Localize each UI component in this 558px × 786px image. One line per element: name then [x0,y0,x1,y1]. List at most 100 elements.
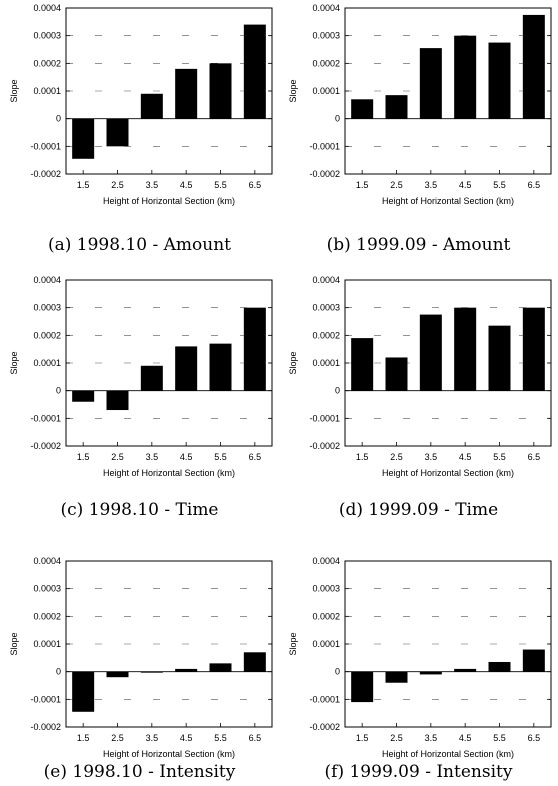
x-tick-label: 6.5 [528,180,541,190]
bar-chart-d: 0.0004 0.0003 0.0002 0.0001 0 -0.0001 -0.0002 1… [288,275,552,478]
y-tick-label: 0.0001 [312,358,340,368]
x-axis-label-b: Height of Horizontal Section (km) [382,196,514,206]
x-tick-label: 3.5 [425,180,438,190]
x-tick-label: 3.5 [425,733,438,743]
bar-a-6 [243,24,266,119]
x-tick-label: 3.5 [146,733,159,743]
x-tick-label: 6.5 [528,733,541,743]
y-tick-label: 0 [56,114,61,124]
bar-d-2 [385,357,408,391]
x-tick-label: 2.5 [390,180,403,190]
x-ticks-a: 1.5 2.5 3.5 4.5 5.5 6.5 [77,170,261,190]
bars-a [72,24,266,159]
y-tick-label: 0.0003 [33,584,61,594]
bar-f-3 [419,671,442,675]
x-ticks-e: 1.5 2.5 3.5 4.5 5.5 6.5 [77,723,261,743]
y-ticks-e: 0.0004 0.0003 0.0002 0.0001 0 -0.0001 -0.0002 [30,556,272,732]
x-tick-label: 6.5 [249,180,262,190]
x-tick-label: 5.5 [493,180,506,190]
bar-c-1 [72,390,95,402]
y-ticks-b: 0.0004 0.0003 0.0002 0.0001 0 -0.0001 -0.0002 [309,3,551,179]
bar-a-5 [209,63,232,119]
y-tick-label: 0.0004 [312,3,340,13]
caption-d: (d) 1999.09 - Time [338,500,499,520]
bars-f [351,649,545,703]
x-ticks-b: 1.5 2.5 3.5 4.5 5.5 6.5 [356,170,540,190]
x-tick-label: 3.5 [425,452,438,462]
y-tick-label: 0 [56,667,61,677]
x-tick-label: 2.5 [390,733,403,743]
y-tick-label: 0.0004 [33,556,61,566]
y-tick-label: 0 [335,386,340,396]
x-axis-label-e: Height of Horizontal Section (km) [103,749,235,759]
caption-c: (c) 1998.10 - Time [60,500,219,520]
y-tick-label: 0 [335,667,340,677]
y-axis-label-a: Slope [9,79,19,102]
y-axis-label-b: Slope [288,79,298,102]
y-tick-label: 0.0001 [33,358,61,368]
bar-e-4 [175,668,198,672]
x-tick-label: 4.5 [180,733,193,743]
bar-c-2 [106,390,129,411]
y-tick-label: 0.0004 [312,275,340,285]
grid-lines-e [66,588,272,700]
bar-c-5 [209,343,232,391]
bar-e-5 [209,663,232,672]
x-tick-label: 5.5 [493,452,506,462]
x-tick-label: 5.5 [214,180,227,190]
caption-b: (b) 1999.09 - Amount [326,235,511,255]
bar-chart-e: 0.0004 0.0003 0.0002 0.0001 0 -0.0001 -0.0002 1… [9,556,273,759]
x-tick-label: 6.5 [249,452,262,462]
y-tick-label: -0.0001 [30,141,61,151]
y-tick-label: -0.0002 [309,441,340,451]
y-ticks-a: 0.0004 0.0003 0.0002 0.0001 0 -0.0001 -0.0002 [30,3,272,179]
x-tick-label: 4.5 [180,452,193,462]
x-tick-label: 5.5 [493,733,506,743]
y-tick-label: 0.0003 [312,584,340,594]
y-tick-label: 0.0001 [312,86,340,96]
y-axis-label-f: Slope [288,632,298,655]
y-ticks-f: 0.0004 0.0003 0.0002 0.0001 0 -0.0001 -0.0002 [309,556,551,732]
y-tick-label: 0 [335,114,340,124]
x-tick-label: 1.5 [77,180,90,190]
y-tick-label: 0.0004 [33,3,61,13]
y-tick-label: -0.0002 [309,169,340,179]
x-tick-label: 1.5 [77,733,90,743]
y-axis-label-c: Slope [9,351,19,374]
y-tick-label: -0.0002 [30,441,61,451]
y-ticks-d: 0.0004 0.0003 0.0002 0.0001 0 -0.0001 -0.0002 [309,275,551,451]
x-tick-label: 2.5 [111,733,124,743]
y-tick-label: -0.0002 [30,169,61,179]
x-tick-label: 1.5 [77,452,90,462]
bar-d-1 [351,338,374,391]
bar-b-1 [351,99,374,119]
x-tick-label: 3.5 [146,180,159,190]
bar-d-3 [419,314,442,391]
bar-b-2 [385,95,408,119]
y-tick-label: -0.0001 [309,413,340,423]
bar-e-2 [106,671,129,678]
y-tick-label: 0.0002 [33,330,61,340]
x-axis-label-a: Height of Horizontal Section (km) [103,196,235,206]
x-axis-label-c: Height of Horizontal Section (km) [103,468,235,478]
bar-chart-b: 0.0004 0.0003 0.0002 0.0001 0 -0.0001 -0.0002 1… [288,3,552,206]
y-tick-label: 0.0002 [33,58,61,68]
y-tick-label: -0.0001 [309,694,340,704]
bars-b [351,14,545,119]
bar-chart-a: 0.0004 0.0003 0.0002 0.0001 0 -0.0001 -0.0002 1… [9,3,273,206]
bar-f-1 [351,671,374,703]
y-axis-label-d: Slope [288,351,298,374]
y-tick-label: 0.0002 [312,611,340,621]
x-tick-label: 6.5 [528,452,541,462]
x-tick-label: 2.5 [390,452,403,462]
caption-a: (a) 1998.10 - Amount [47,235,231,255]
y-tick-label: -0.0002 [30,722,61,732]
x-ticks-c: 1.5 2.5 3.5 4.5 5.5 6.5 [77,442,261,462]
y-tick-label: 0.0003 [312,31,340,41]
x-tick-label: 5.5 [214,733,227,743]
bars-d [351,307,545,391]
y-tick-label: 0.0002 [33,611,61,621]
x-tick-label: 1.5 [356,733,369,743]
bar-f-2 [385,671,408,683]
